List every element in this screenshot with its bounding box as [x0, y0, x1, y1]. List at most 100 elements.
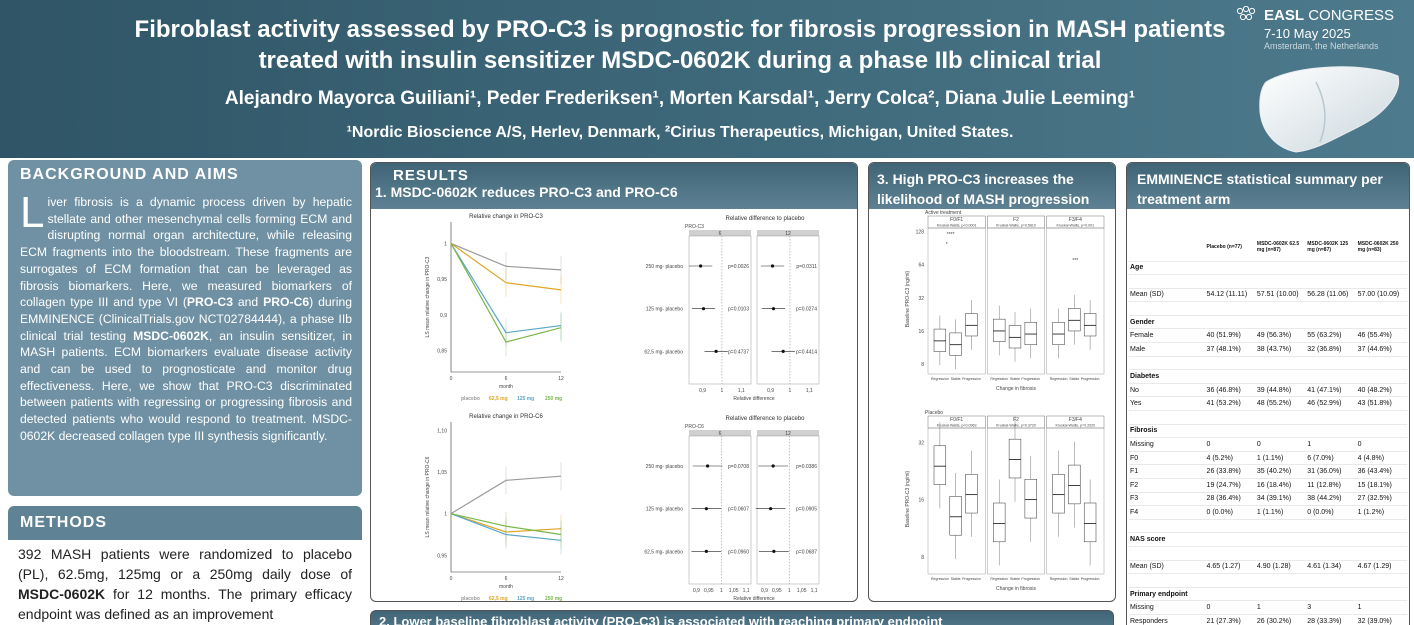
active-box-box	[949, 332, 962, 356]
row-label: Mean (SD)	[1129, 288, 1206, 303]
congress-city: Amsterdam, the Netherlands	[1264, 41, 1379, 51]
table-cell	[1306, 410, 1357, 425]
stats-panel: EMMINENCE statistical summary per treatm…	[1126, 162, 1410, 625]
table-row: Mean (SD) 54.12 (11.11) 57.51 (10.00) 56.28…	[1129, 288, 1407, 303]
proc6-forest-p-value: p=0.0905	[796, 507, 817, 513]
table-cell	[1356, 261, 1407, 276]
section2-panel: 2. Lower baseline fibroblast activity (P…	[370, 610, 1114, 625]
table-cell	[1356, 410, 1407, 425]
methods-heading: METHODS	[20, 514, 107, 531]
table-cell	[1356, 315, 1407, 330]
table-cell	[1255, 410, 1307, 425]
proc3-forest-estimate	[770, 264, 775, 268]
proc6-forest-estimate	[769, 507, 773, 511]
placebo-box-group-label: Progression	[962, 577, 981, 581]
row-label: Missing	[1129, 437, 1206, 452]
proc3-line-legend-entry: 125 mg	[517, 396, 534, 402]
row-label	[1129, 519, 1206, 534]
methods-text-b: for 12 months. The primary efficacy endp…	[18, 586, 352, 622]
table-cell: 4 (5.2%)	[1205, 451, 1256, 466]
active-box-box	[1024, 321, 1037, 345]
table-cell: 1	[1255, 600, 1307, 615]
table-cell: 3	[1306, 600, 1357, 615]
easl-dots-icon	[1236, 6, 1256, 21]
placebo-box-group-label: Stable	[951, 577, 961, 581]
table-cell: 31 (36.0%)	[1306, 464, 1357, 479]
column-header: MSDC-0602K 125 mg (n=87)	[1306, 233, 1357, 262]
table-cell	[1205, 261, 1256, 276]
proc6-forest-panel-frame	[756, 435, 820, 585]
table-cell: 15 (18.1%)	[1356, 478, 1407, 493]
table-cell: 0	[1205, 437, 1256, 452]
table-cell	[1205, 532, 1256, 547]
active-box-y-tick: 64	[918, 263, 924, 269]
active-box-facet-label: F0/F1	[950, 217, 963, 223]
table-cell	[1255, 369, 1307, 384]
active-box-title: Active treatment	[925, 210, 962, 216]
placebo-box-group-label: Progression	[1081, 577, 1100, 581]
row-label	[1129, 301, 1206, 316]
proc6-forest-estimate	[771, 464, 775, 468]
active-box-box	[933, 328, 947, 352]
proc6-forest-p-value: p=0.0386	[796, 464, 817, 470]
placebo-box-facet-frame	[987, 427, 1045, 575]
table-cell: 4.90 (1.28)	[1255, 560, 1307, 575]
proc6-forest-category: 125 mg- placebo	[646, 507, 683, 513]
active-box-y-tick: 8	[921, 362, 924, 368]
table-cell	[1306, 356, 1357, 371]
placebo-box-group-label: Regression	[931, 577, 949, 581]
table-cell	[1356, 424, 1407, 439]
table-row: F0 4 (5.2%) 1 (1.1%) 6 (7.0%) 4 (4.8%)	[1129, 451, 1407, 466]
proc3-forest-x-tick: 1,1	[738, 388, 745, 394]
placebo-box-group-label: Regression	[1050, 577, 1068, 581]
proc3-forest-p-value: p=0.0026	[728, 264, 749, 270]
active-box-y-tick: 128	[916, 230, 925, 236]
table-cell: 4.67 (1.29)	[1356, 560, 1407, 575]
proc6-forest-p-value: p=0.0687	[796, 549, 817, 555]
table-cell: 54.12 (11.11)	[1205, 288, 1256, 303]
table-cell	[1356, 546, 1407, 561]
table-cell: 48 (55.2%)	[1255, 396, 1307, 412]
proc3-line-x-tick: 0	[450, 376, 453, 382]
table-cell: 41 (47.1%)	[1306, 383, 1357, 398]
row-label: Responders	[1129, 614, 1206, 625]
active-box-y-tick: 32	[918, 296, 924, 302]
row-label	[1129, 274, 1206, 289]
proc3-line-legend-entry: 62,5 mg	[489, 396, 508, 402]
placebo-box-y-tick: 32	[918, 440, 924, 446]
active-box-facet-frame	[1046, 227, 1105, 375]
proc3-forest-panel-strip	[757, 230, 819, 236]
background-text-b: ) during EMMINENCE (ClinicalTrials.gov N…	[20, 295, 353, 343]
placebo-box-group-label: Stable	[1010, 577, 1020, 581]
table-row: Missing 0 0 1 0	[1129, 437, 1407, 452]
row-label: No	[1129, 383, 1206, 398]
proc3-forest-x-tick: 0,9	[767, 388, 774, 394]
table-cell: 0	[1255, 437, 1307, 452]
table-cell	[1255, 573, 1307, 588]
table-cell: 37 (48.1%)	[1205, 342, 1256, 357]
table-cell: 35 (40.2%)	[1255, 464, 1307, 479]
proc3-forest-panel-label: 6	[719, 231, 722, 237]
table-cell	[1255, 261, 1307, 276]
table-cell: 0 (0.0%)	[1306, 505, 1357, 520]
table-corner	[1129, 233, 1206, 262]
column-header: Placebo (n=77)	[1205, 233, 1256, 262]
table-cell: 37 (44.6%)	[1356, 342, 1407, 357]
table-cell	[1255, 424, 1307, 439]
table-row: Age	[1129, 261, 1407, 276]
table-cell: 27 (32.5%)	[1356, 492, 1407, 507]
row-label	[1129, 410, 1206, 425]
table-row	[1129, 573, 1407, 588]
table-cell: 28 (33.3%)	[1306, 614, 1357, 625]
proc6-line-legend-entry: 62,5 mg	[489, 596, 508, 602]
proc3-forest-panel-label: 12	[785, 231, 791, 237]
proc3-forest-estimate	[714, 349, 718, 353]
proc3-forest-estimate	[771, 307, 776, 311]
proc3-forest-x-label: Relative difference	[733, 396, 775, 402]
table-cell	[1306, 274, 1357, 289]
row-label: F3	[1129, 492, 1206, 507]
proc6-forest-x-tick: 0,9	[693, 588, 700, 594]
proc3-line-y-tick: 0,85	[437, 349, 447, 355]
proc6-forest-category: 62,5 mg- placebo	[644, 549, 683, 555]
